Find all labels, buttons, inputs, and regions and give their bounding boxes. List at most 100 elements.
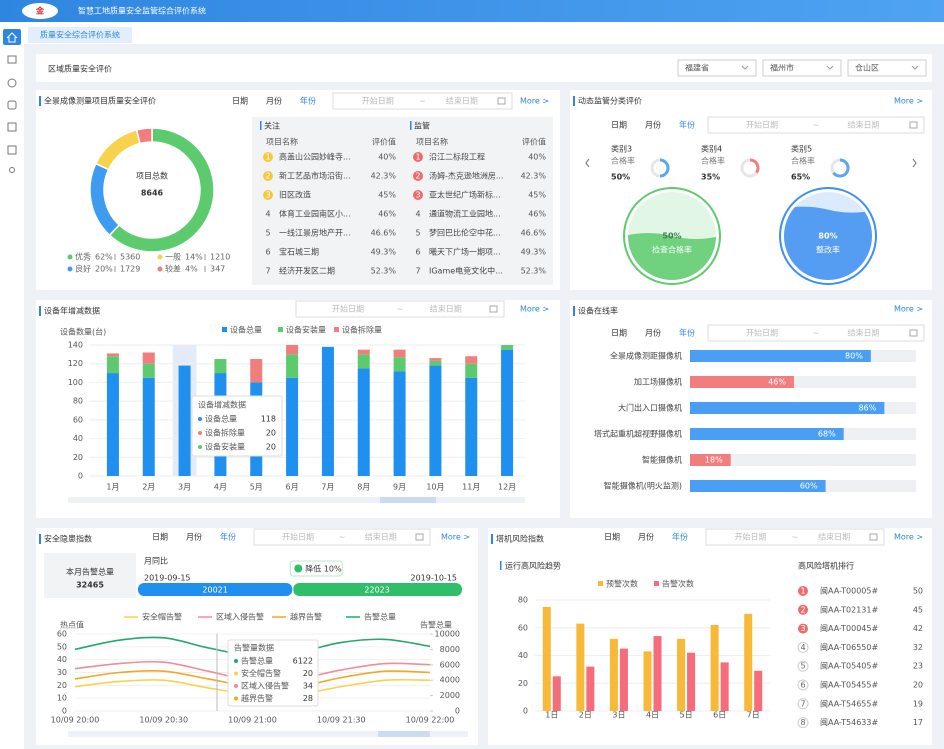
- tooltip-name: 设备总量: [205, 414, 237, 424]
- period-tab: 日期: [604, 533, 620, 542]
- legend-label: 预警次数: [606, 579, 638, 589]
- legend-label: 安全帽告警: [142, 612, 182, 622]
- x-tick-label: 6月: [286, 483, 299, 492]
- select-value: 福建省: [685, 63, 709, 73]
- gauge-value: 50%: [662, 232, 681, 241]
- rank-badge: [797, 660, 809, 672]
- more-link: More >: [894, 533, 923, 542]
- project-score: 46.6%: [521, 229, 547, 238]
- panel-title: 设备年增减数据: [44, 306, 100, 316]
- category-label: 合格率: [791, 156, 815, 166]
- scrollbar-thumb[interactable]: [378, 731, 430, 737]
- tooltip-value: 20: [303, 669, 313, 678]
- gauge-wave: [784, 206, 872, 280]
- project-score: 49.3%: [371, 248, 397, 257]
- bar-segment: [142, 352, 155, 364]
- project-name: 梦回巴比伦空中花...: [429, 228, 501, 238]
- rank-number: 2: [800, 605, 805, 614]
- category-label: 合格率: [611, 156, 635, 166]
- bar-segment: [178, 365, 191, 476]
- carousel-prev[interactable]: [585, 158, 590, 168]
- list-header: 评价值: [522, 137, 546, 147]
- category-name: 类别3: [611, 144, 632, 154]
- rank-number: 3: [800, 624, 805, 633]
- badge-text: 降低 10%: [305, 564, 342, 574]
- date-sep: ~: [792, 533, 799, 542]
- date-start: 开始日期: [735, 532, 767, 542]
- bar-category: 加工场摄像机: [634, 377, 682, 387]
- rank-badge: [797, 679, 809, 691]
- project-score: 45%: [378, 191, 396, 200]
- nav-item[interactable]: [7, 55, 17, 64]
- bar: [710, 624, 719, 711]
- bar-value-label: 46%: [768, 378, 786, 387]
- nav-item[interactable]: [7, 145, 17, 155]
- category-value: 65%: [791, 173, 810, 182]
- project-score: 46.6%: [371, 229, 397, 238]
- nav-item[interactable]: [7, 100, 17, 110]
- nav-item[interactable]: [7, 122, 17, 132]
- crane-name: 闽AA-T05405#: [820, 662, 878, 671]
- nav-item[interactable]: [7, 78, 17, 88]
- list-header: 评价值: [372, 137, 396, 147]
- period-tab: 年份: [679, 120, 695, 130]
- date-start: 开始日期: [746, 328, 778, 338]
- more-link: More >: [894, 305, 923, 314]
- tooltip-value: 6122: [293, 657, 313, 666]
- panel-title: 全景成像测量项目质量安全评价: [44, 96, 156, 106]
- tab[interactable]: [28, 27, 132, 43]
- bar: [576, 623, 585, 711]
- bar: [542, 606, 551, 711]
- select[interactable]: [847, 59, 927, 77]
- select-value: 福州市: [770, 63, 794, 73]
- tooltip-value: 118: [261, 415, 276, 424]
- legend-label: 设备拆除量: [342, 325, 382, 335]
- x-tick-label: 7日: [747, 711, 760, 720]
- date-end: 结束日期: [848, 120, 880, 130]
- carousel-next[interactable]: [912, 158, 917, 168]
- bar-value-label: 60%: [800, 482, 818, 491]
- scrollbar-thumb[interactable]: [380, 497, 436, 503]
- category-name: 类别4: [701, 144, 722, 154]
- bar-segment: [250, 359, 263, 383]
- donut-slice: [135, 127, 153, 145]
- y-tick-label: 20: [518, 679, 528, 688]
- bar: [653, 636, 662, 711]
- y-tick-label: 40: [73, 434, 83, 443]
- bar: [690, 428, 844, 440]
- legend-percent: 14%: [185, 253, 203, 262]
- period-tab: 日期: [152, 533, 168, 542]
- nav-home[interactable]: [3, 29, 21, 45]
- list-area: [252, 117, 553, 285]
- project-score: 42.3%: [521, 172, 547, 181]
- crane-value: 45: [913, 605, 923, 614]
- rank-badge: [413, 152, 423, 162]
- legend-swatch: [334, 327, 339, 332]
- select[interactable]: [762, 59, 842, 77]
- crane-name: 闽AA-T54655#: [820, 699, 878, 708]
- date-sep: ~: [419, 97, 426, 106]
- select-arrow: [741, 65, 749, 70]
- crane-value: 17: [913, 718, 923, 727]
- legend-label: 设备安装量: [286, 325, 326, 335]
- bar-segment: [106, 373, 119, 476]
- bar: [687, 652, 696, 711]
- legend-count: 1210: [210, 253, 230, 262]
- date-sep: ~: [397, 305, 404, 314]
- project-score: 40%: [378, 153, 396, 162]
- ranking-title: 高风险塔机排行: [798, 561, 854, 571]
- bar-segment: [357, 368, 370, 476]
- rank-number: 1: [415, 153, 420, 162]
- period-tab: 日期: [611, 329, 627, 338]
- bar-track: [690, 454, 916, 466]
- nav-item[interactable]: [9, 167, 15, 173]
- crane-value: 32: [913, 643, 923, 652]
- select[interactable]: [677, 59, 757, 77]
- legend-swatch: [278, 327, 283, 332]
- panel-title: 安全隐患指数: [44, 534, 92, 544]
- bar-segment: [393, 357, 406, 372]
- panel-title: 动态监管分类评价: [578, 96, 642, 106]
- rank-number: 4: [415, 210, 420, 219]
- y-axis-label: 热点值: [60, 620, 84, 630]
